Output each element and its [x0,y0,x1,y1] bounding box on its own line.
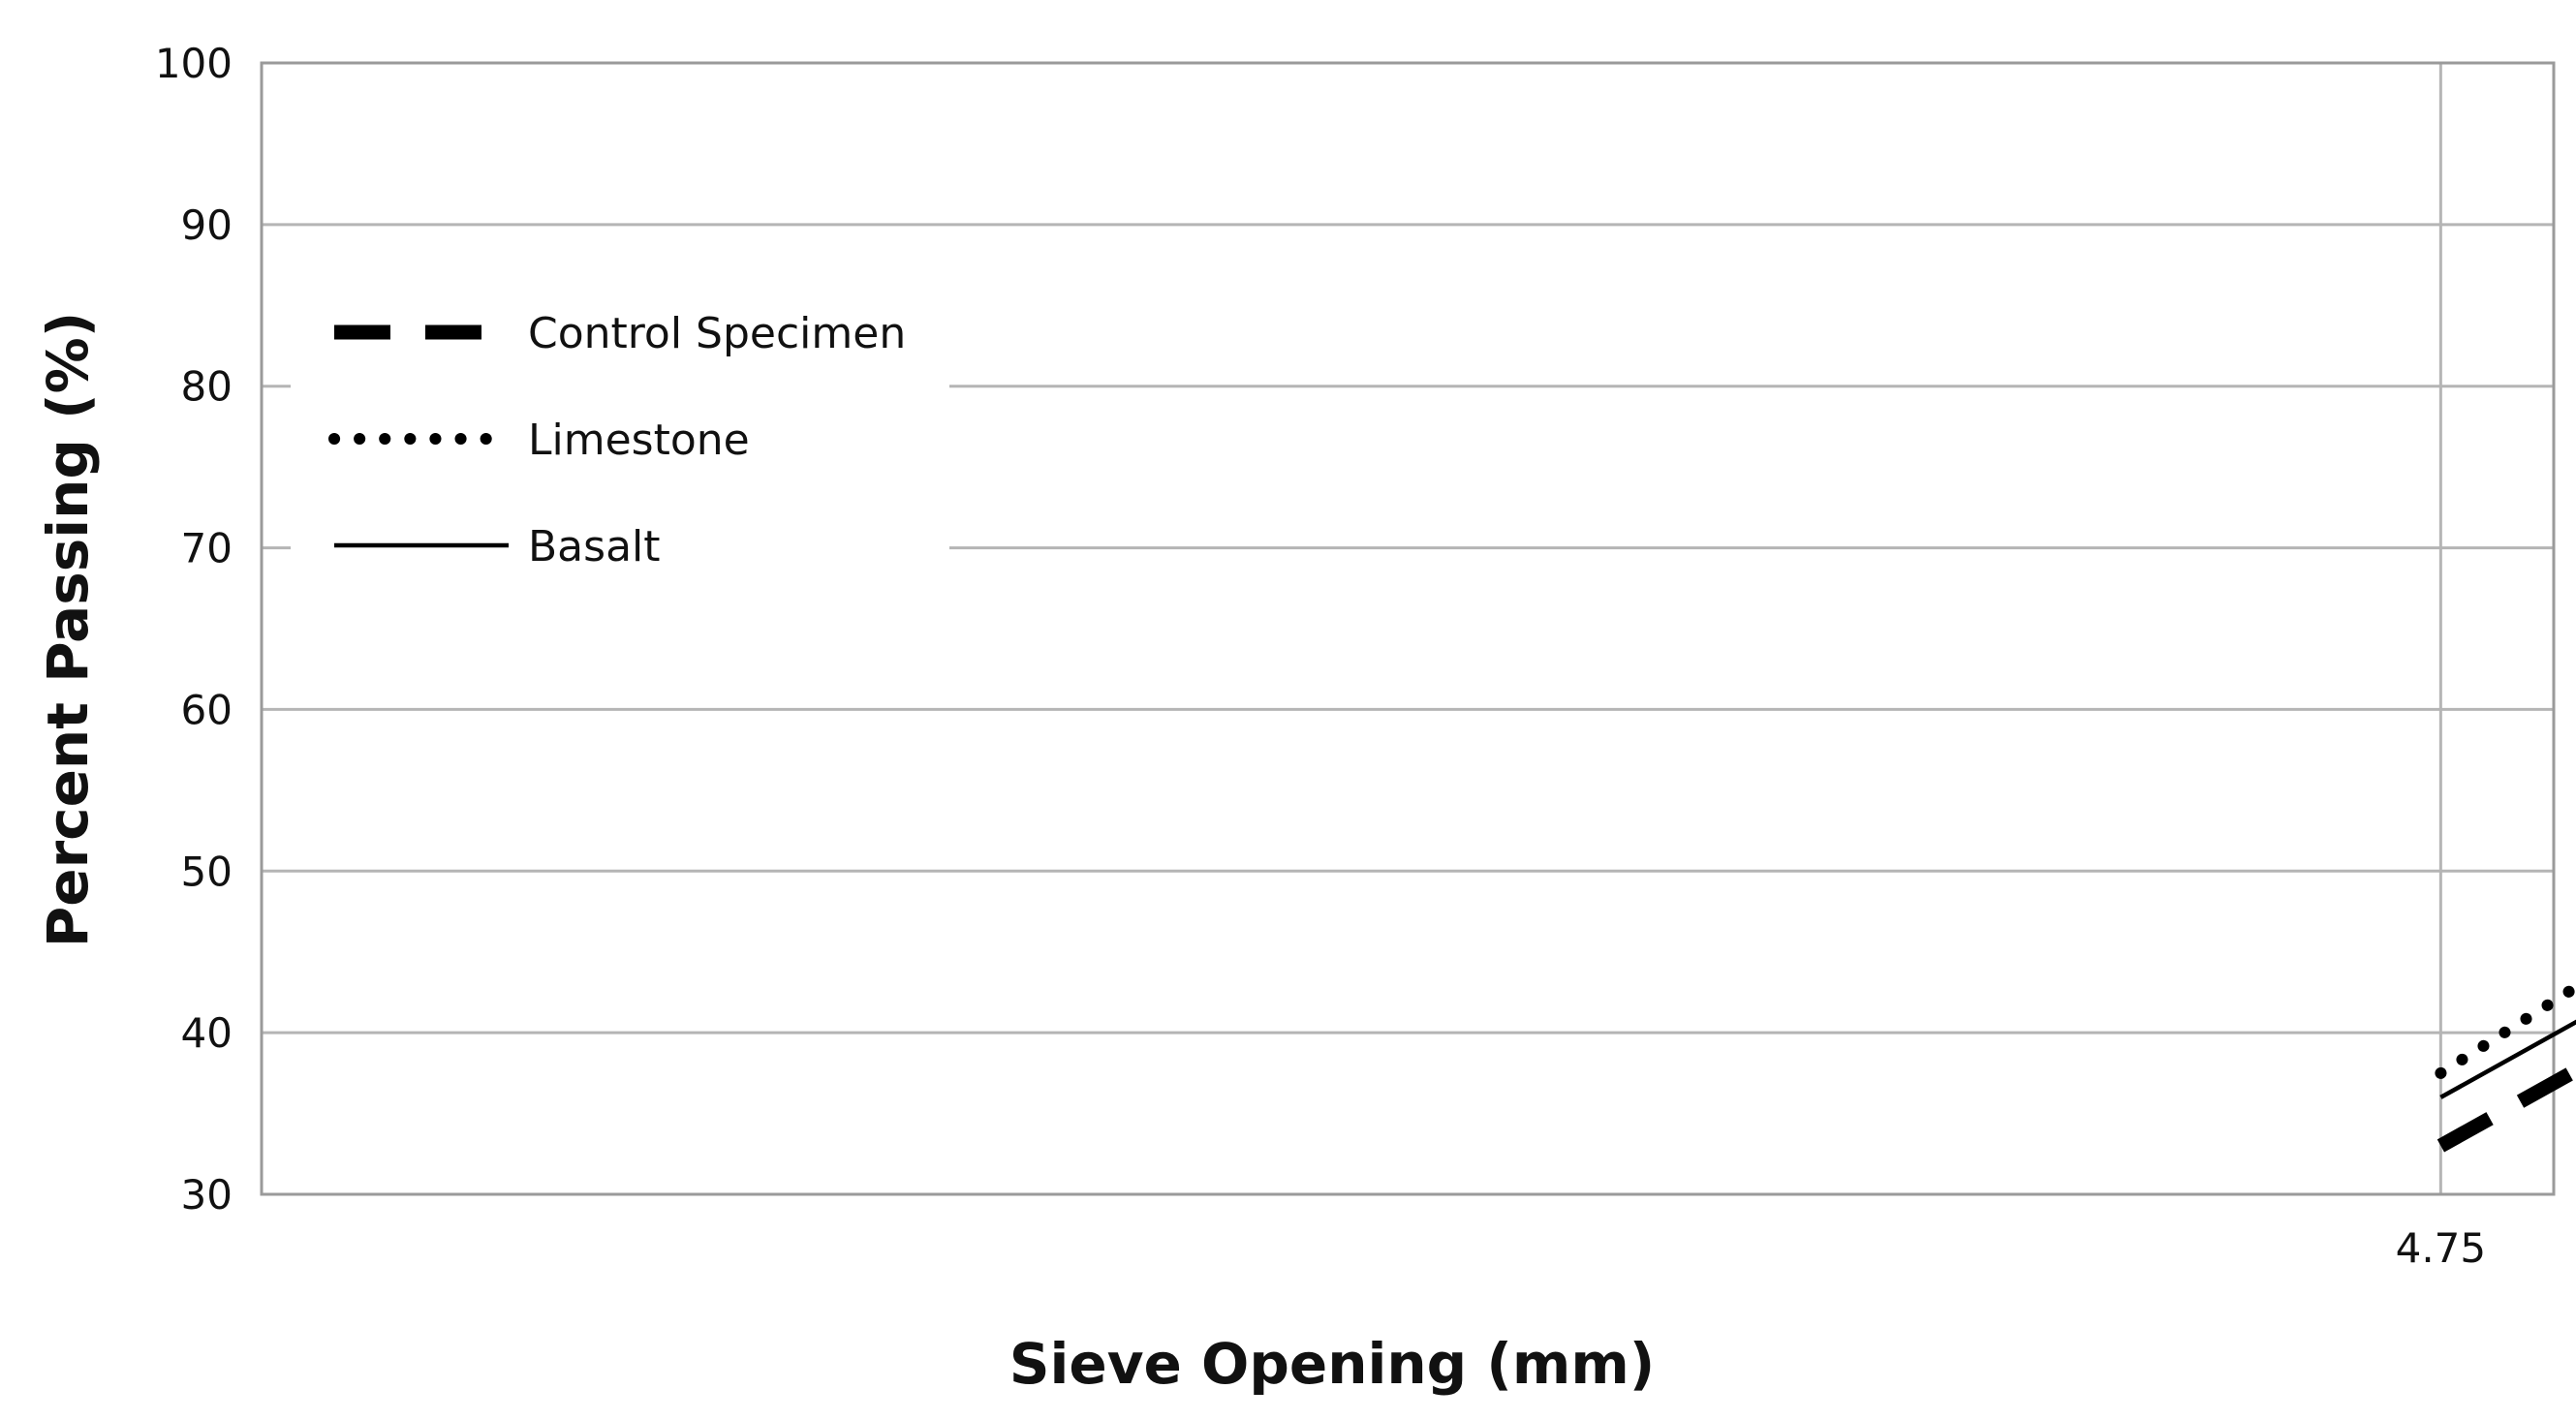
y-tick-label: 90 [181,201,233,249]
legend-label: Limestone [528,416,750,465]
y-axis-title: Percent Passing (%) [35,312,101,948]
y-tick-label: 30 [181,1171,233,1219]
series-line-basalt [2439,1019,2576,1099]
y-tick-label: 50 [181,848,233,895]
y-tick-label: 70 [181,525,233,572]
y-tick-label: 100 [155,40,233,87]
plot-area-border [260,61,2556,1196]
legend-label: Control Specimen [528,309,906,358]
y-tick-label: 60 [181,686,233,733]
legend-background [291,276,949,610]
x-tick-label: 4.75 [2396,1224,2487,1272]
series-line-limestone [2435,979,2576,1079]
legend: Control Specimen Limestone Basalt [291,276,949,610]
legend-label: Basalt [528,522,661,571]
grid [260,61,2556,1196]
y-tick-label: 80 [181,363,233,411]
y-tick-label: 40 [181,1009,233,1057]
x-axis-title: Sieve Opening (mm) [1009,1331,1656,1397]
